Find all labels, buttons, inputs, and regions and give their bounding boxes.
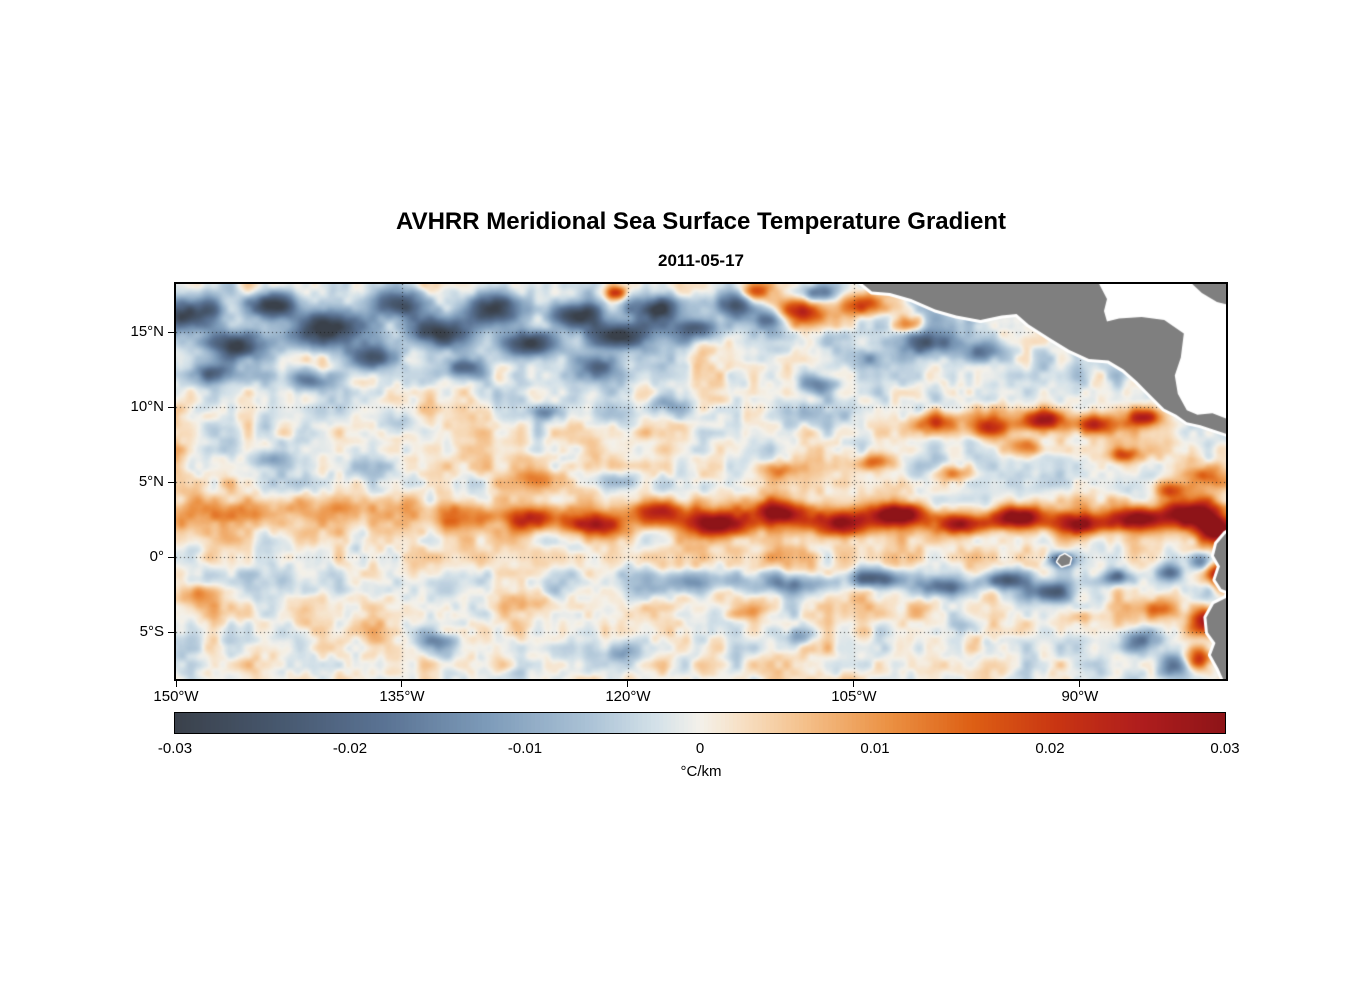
- colorbar-tick-label: 0.03: [1210, 740, 1240, 757]
- y-axis-tick: [168, 331, 174, 333]
- sst-gradient-map-canvas: [176, 284, 1226, 679]
- y-axis-tick-label: 0°: [149, 548, 164, 566]
- x-axis-tick: [853, 681, 855, 687]
- y-axis-tick: [168, 406, 174, 408]
- y-axis-tick-label: 10°N: [130, 398, 164, 416]
- x-axis-tick: [175, 681, 177, 687]
- colorbar-tick-label: -0.01: [507, 740, 543, 757]
- x-axis-tick-label: 105°W: [831, 688, 877, 705]
- colorbar-tick-label: 0.01: [860, 740, 890, 757]
- x-axis-tick: [401, 681, 403, 687]
- colorbar-tick-label: -0.02: [332, 740, 368, 757]
- x-axis-tick: [1079, 681, 1081, 687]
- x-axis-tick-label: 90°W: [1061, 688, 1099, 705]
- x-axis-tick-label: 150°W: [153, 688, 199, 705]
- x-axis-tick-label: 120°W: [605, 688, 651, 705]
- y-axis-tick: [168, 481, 174, 483]
- x-axis-tick: [627, 681, 629, 687]
- colorbar: [174, 712, 1226, 734]
- chart-title: AVHRR Meridional Sea Surface Temperature…: [396, 208, 1006, 235]
- y-axis-tick: [168, 556, 174, 558]
- colorbar-gradient-canvas: [175, 713, 1225, 733]
- x-axis-tick-label: 135°W: [379, 688, 425, 705]
- colorbar-tick-label: 0: [695, 740, 705, 757]
- y-axis-tick-label: 5°N: [138, 473, 164, 491]
- colorbar-unit-label: °C/km: [680, 763, 722, 780]
- y-axis-tick-label: 15°N: [130, 323, 164, 341]
- colorbar-tick-label: 0.02: [1035, 740, 1065, 757]
- chart-date-subtitle: 2011-05-17: [657, 251, 745, 270]
- y-axis-tick-label: 5°S: [139, 623, 164, 641]
- map-plot-frame: [174, 282, 1228, 681]
- colorbar-tick-label: -0.03: [157, 740, 193, 757]
- y-axis-tick: [168, 631, 174, 633]
